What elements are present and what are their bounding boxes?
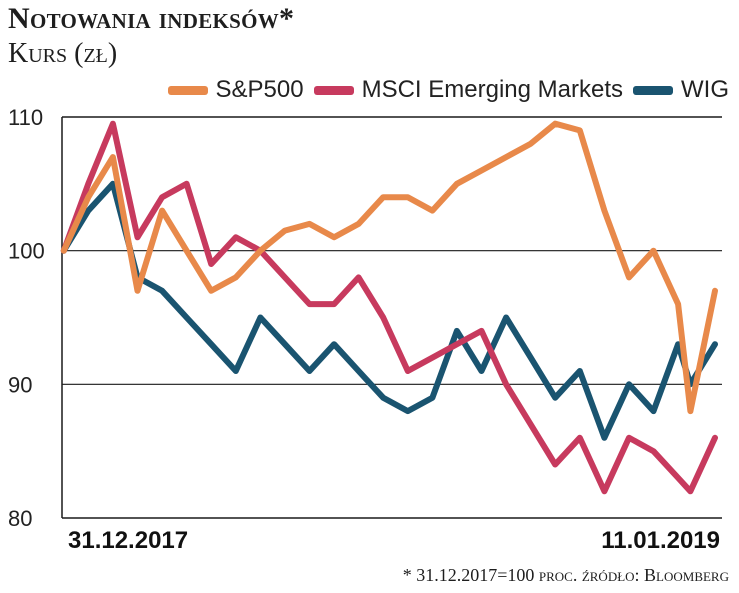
legend-label-sp500: S&P500: [215, 76, 304, 103]
legend-label-msci: MSCI Emerging Markets: [361, 76, 623, 103]
legend-item-sp500: S&P500: [167, 76, 304, 104]
series-layer: [60, 120, 718, 495]
footnote: * 31.12.2017=100 proc. źródło: Bloomberg: [402, 565, 729, 585]
label-layer: 80 90 100 110 31.12.2017 11.01.2019: [8, 105, 720, 554]
grid-layer: [61, 116, 722, 519]
y-tick-label-80: 80: [8, 506, 32, 531]
chart-title: Notowania indeksów*: [8, 2, 295, 35]
series-line-s-p500: [60, 120, 718, 415]
legend-label-wig: WIG: [681, 76, 729, 103]
y-tick-label-100: 100: [8, 239, 45, 264]
x-tick-label-start: 31.12.2017: [68, 527, 188, 554]
legend-swatch-msci: [313, 85, 354, 95]
legend-item-wig: WIG: [633, 76, 729, 104]
legend-swatch-wig: [633, 85, 673, 95]
legend: S&P500 MSCI Emerging Markets WIG: [167, 76, 729, 104]
chart-subtitle: Kurs (zł): [8, 38, 118, 69]
y-tick-label-110: 110: [8, 105, 43, 130]
y-tick-label-90: 90: [8, 372, 32, 397]
series-line-msci-emerging-markets: [60, 120, 718, 495]
legend-item-msci: MSCI Emerging Markets: [313, 76, 623, 104]
series-line-wig: [60, 180, 718, 441]
x-tick-label-end: 11.01.2019: [601, 527, 720, 554]
legend-swatch-sp500: [167, 85, 208, 95]
